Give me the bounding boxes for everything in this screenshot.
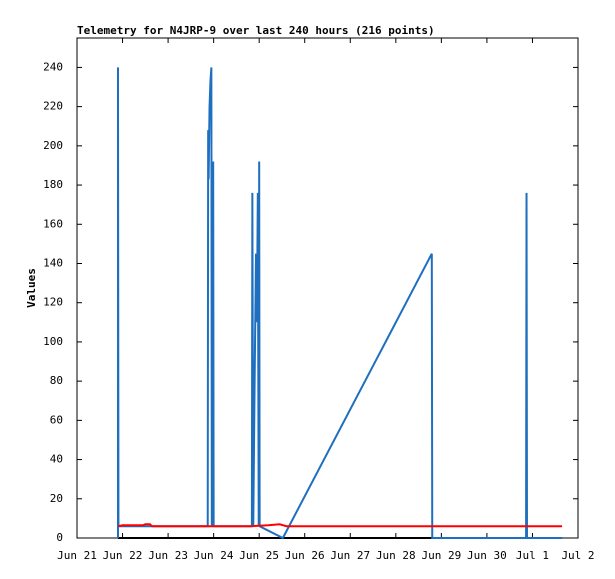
y-tick-label: 100 xyxy=(43,335,63,348)
y-tick-label: 220 xyxy=(43,100,63,113)
y-tick-label: 240 xyxy=(43,60,63,73)
series-line xyxy=(117,523,563,528)
x-tick-label: Jun 30 xyxy=(467,549,507,562)
x-tick-label: Jun 29 xyxy=(421,549,461,562)
x-tick-label: Jul 1 xyxy=(516,549,549,562)
y-tick-label: 60 xyxy=(50,413,63,426)
y-tick-label: 200 xyxy=(43,139,63,152)
y-tick-label: 0 xyxy=(56,531,63,544)
y-axis-label: Values xyxy=(25,268,38,308)
x-tick-label: Jun 24 xyxy=(194,549,234,562)
x-tick-label: Jun 28 xyxy=(376,549,416,562)
plot-frame xyxy=(76,37,579,539)
x-tick-label: Jun 26 xyxy=(285,549,325,562)
y-tick-label: 40 xyxy=(50,453,63,466)
y-tick-label: 120 xyxy=(43,296,63,309)
x-tick-label: Jun 22 xyxy=(103,549,143,562)
y-tick-label: 160 xyxy=(43,217,63,230)
y-tick-label: 140 xyxy=(43,256,63,269)
series-line xyxy=(116,67,563,540)
y-tick-label: 80 xyxy=(50,374,63,387)
y-tick-label: 20 xyxy=(50,492,63,505)
chart-title: Telemetry for N4JRP-9 over last 240 hour… xyxy=(77,24,435,37)
x-tick-label: Jun 25 xyxy=(239,549,279,562)
x-tick-label: Jun 23 xyxy=(148,549,188,562)
y-tick-label: 180 xyxy=(43,178,63,191)
x-tick-label: Jun 27 xyxy=(330,549,370,562)
x-tick-label: Jun 21 xyxy=(57,549,97,562)
x-tick-label: Jul 2 xyxy=(561,549,594,562)
